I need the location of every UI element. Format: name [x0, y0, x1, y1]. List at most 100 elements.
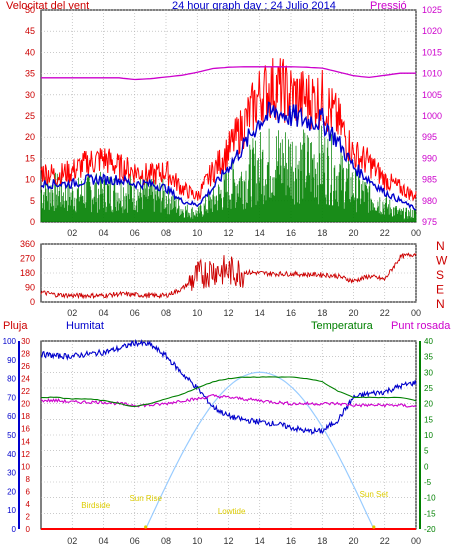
- pressure-y-tick: 1000: [422, 111, 442, 121]
- pressure-y-tick: 985: [422, 175, 437, 185]
- pressure-y-tick: 1020: [422, 26, 442, 36]
- humidity-y-tick: 0: [12, 525, 17, 534]
- wind-x-tick: 14: [255, 228, 265, 238]
- direction-y-tick: 180: [20, 268, 35, 278]
- rain-y-tick: 20: [21, 400, 30, 409]
- wind-x-tick: 04: [98, 228, 108, 238]
- compass-label: N: [436, 239, 445, 253]
- sunset-marker: [372, 525, 376, 529]
- rain-y-tick: 22: [21, 387, 30, 396]
- compass-label: S: [436, 268, 444, 282]
- wind-y-tick: 50: [25, 5, 35, 15]
- humidity-label: Humitat: [66, 320, 104, 332]
- temperature-y-tick: 10: [424, 431, 433, 440]
- wind-y-tick: 5: [30, 196, 35, 206]
- pressure-y-tick: 1005: [422, 90, 442, 100]
- climate-x-tick: 08: [161, 536, 171, 546]
- pressure-series: [41, 66, 416, 81]
- temperature-y-tick: 30: [424, 368, 433, 377]
- climate-x-tick: 22: [380, 536, 390, 546]
- rain-y-tick: 0: [26, 525, 31, 534]
- temperature-y-tick: -15: [424, 509, 436, 518]
- climate-x-tick: 16: [286, 536, 296, 546]
- wind-y-tick: 15: [25, 153, 35, 163]
- climate-x-tick: 20: [348, 536, 358, 546]
- direction-x-tick: 06: [130, 308, 140, 318]
- rain-y-tick: 26: [21, 362, 30, 371]
- wind-x-tick: 10: [192, 228, 202, 238]
- pressure-y-tick: 980: [422, 196, 437, 206]
- climate-x-tick: 10: [192, 536, 202, 546]
- wind-x-tick: 20: [348, 228, 358, 238]
- compass-label: W: [436, 254, 448, 268]
- compass-label: N: [436, 297, 445, 311]
- direction-x-tick: 10: [192, 308, 202, 318]
- humidity-y-tick: 70: [7, 393, 16, 402]
- sunrise-marker: [144, 525, 148, 529]
- compass-label: E: [436, 283, 444, 297]
- rain-axis-label: Pluja: [3, 320, 28, 332]
- graph-title: 24 hour graph day : 24 Julio 2014: [172, 0, 336, 12]
- temperature-y-tick: 5: [424, 447, 429, 456]
- rain-y-tick: 28: [21, 350, 30, 359]
- direction-series: [40, 252, 417, 300]
- wind-x-tick: 06: [130, 228, 140, 238]
- climate-x-tick: 06: [130, 536, 140, 546]
- humidity-y-tick: 40: [7, 450, 16, 459]
- pressure-y-tick: 1015: [422, 47, 442, 57]
- direction-x-tick: 16: [286, 308, 296, 318]
- wind-y-tick: 25: [25, 111, 35, 121]
- wind-y-tick: 35: [25, 69, 35, 79]
- wind-avg-series: [40, 101, 416, 211]
- temperature-y-tick: 0: [424, 462, 429, 471]
- wind-x-tick: 12: [223, 228, 233, 238]
- direction-x-tick: 12: [223, 308, 233, 318]
- temperature-label: Temperatura: [311, 320, 373, 332]
- wind-y-tick: 45: [25, 26, 35, 36]
- humidity-y-tick: 20: [7, 487, 16, 496]
- direction-x-tick: 18: [317, 308, 327, 318]
- wind-y-tick: 0: [30, 217, 35, 227]
- rain-y-tick: 24: [21, 375, 30, 384]
- direction-x-tick: 14: [255, 308, 265, 318]
- direction-x-tick: 02: [67, 308, 77, 318]
- dewpoint-series: [40, 394, 417, 408]
- humidity-y-tick: 50: [7, 431, 16, 440]
- wind-x-tick: 08: [161, 228, 171, 238]
- sunrise-label: Sun Rise: [129, 494, 162, 503]
- temperature-y-tick: -20: [424, 525, 436, 534]
- humidity-y-tick: 90: [7, 356, 16, 365]
- rain-y-tick: 8: [26, 475, 31, 484]
- wind-y-tick: 30: [25, 90, 35, 100]
- wind-y-tick: 20: [25, 132, 35, 142]
- lowtide-label: Lowtide: [218, 507, 246, 516]
- wind-x-tick: 18: [317, 228, 327, 238]
- wind-x-tick: 22: [380, 228, 390, 238]
- direction-y-tick: 270: [20, 254, 35, 264]
- humidity-y-tick: 100: [3, 337, 17, 346]
- sunset-label: Sun Set: [360, 490, 389, 499]
- climate-x-tick: 04: [98, 536, 108, 546]
- pressure-y-tick: 975: [422, 217, 437, 227]
- solar-radiation-curve: [145, 371, 375, 530]
- climate-x-tick: 14: [255, 536, 265, 546]
- direction-x-tick: 08: [161, 308, 171, 318]
- rain-y-tick: 4: [26, 500, 31, 509]
- direction-y-tick: 0: [30, 297, 35, 307]
- temperature-series: [40, 376, 417, 408]
- rain-y-tick: 6: [26, 487, 31, 496]
- pressure-y-tick: 990: [422, 153, 437, 163]
- pressure-y-tick: 995: [422, 132, 437, 142]
- direction-x-tick: 20: [348, 308, 358, 318]
- wind-x-tick: 00: [411, 228, 421, 238]
- wind-gust-series: [40, 58, 417, 202]
- direction-x-tick: 22: [380, 308, 390, 318]
- pressure-y-tick: 1025: [422, 5, 442, 15]
- rain-y-tick: 14: [21, 437, 30, 446]
- temperature-y-tick: 40: [424, 337, 433, 346]
- humidity-y-tick: 80: [7, 375, 16, 384]
- humidity-y-tick: 10: [7, 506, 16, 515]
- temperature-y-tick: 25: [424, 384, 433, 393]
